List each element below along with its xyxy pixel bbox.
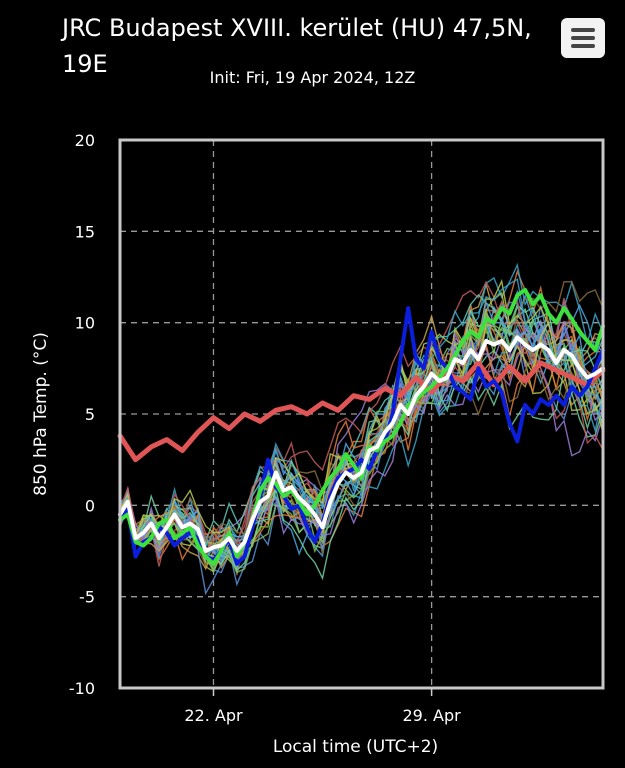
grid-lines	[120, 140, 603, 688]
y-tick-label: -10	[69, 679, 95, 698]
x-tick-label: 22. Apr	[184, 706, 243, 725]
y-tick-label: -5	[79, 588, 95, 607]
menu-hamburger-button[interactable]	[561, 18, 605, 58]
y-tick-label: 0	[85, 496, 95, 515]
init-subtitle: Init: Fri, 19 Apr 2024, 12Z	[0, 68, 625, 87]
menu-bar-icon	[571, 28, 595, 32]
y-tick-labels: 20 15 10 5 0 -5 -10	[69, 131, 95, 698]
x-axis-title: Local time (UTC+2)	[273, 737, 438, 757]
control-line	[118, 287, 605, 566]
y-tick-label: 20	[75, 131, 95, 150]
menu-bar-icon	[571, 36, 595, 40]
main-series	[117, 287, 606, 566]
y-axis-title: 850 hPa Temp. (°C)	[31, 332, 51, 496]
x-tick-labels: 22. Apr 29. Apr	[184, 688, 461, 725]
ensemble-members	[119, 262, 604, 596]
x-tick-label: 29. Apr	[403, 706, 462, 725]
climate-line	[117, 360, 606, 463]
menu-bar-icon	[571, 44, 595, 48]
init-text: Init: Fri, 19 Apr 2024, 12Z	[209, 68, 416, 87]
ensemble-mean-line	[118, 335, 605, 553]
y-tick-label: 15	[75, 222, 95, 241]
y-tick-label: 5	[85, 405, 95, 424]
chart-title: JRC Budapest XVIII. kerület (HU) 47,5N, …	[62, 14, 532, 78]
deterministic-line	[118, 306, 605, 566]
y-tick-label: 10	[75, 314, 95, 333]
plot-border	[118, 138, 605, 690]
